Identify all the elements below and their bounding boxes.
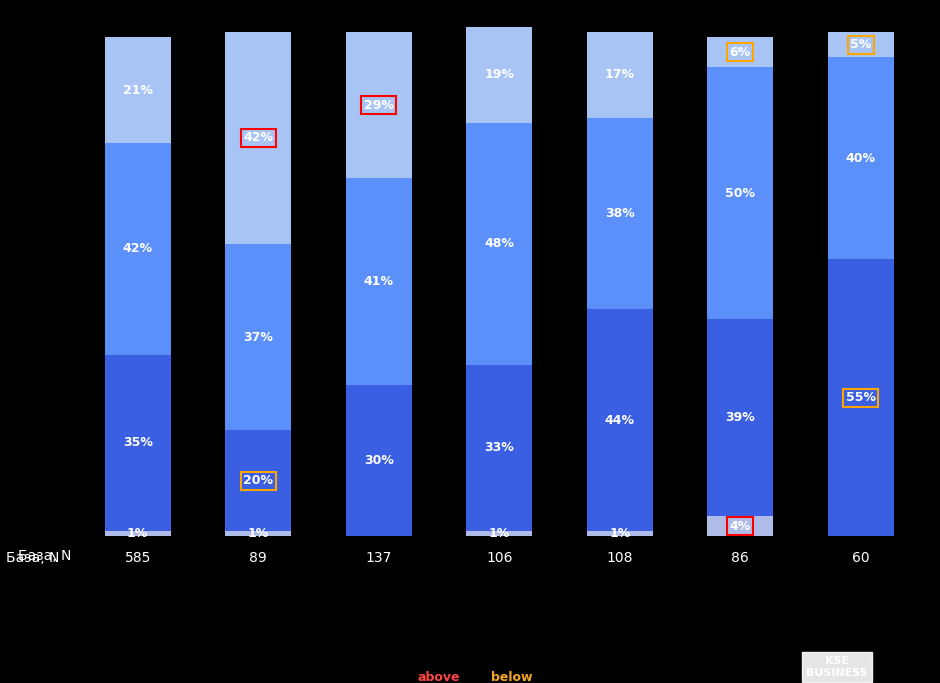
Bar [346,32,412,178]
Text: 585: 585 [124,551,151,566]
Text: 5%: 5% [850,38,871,51]
Bar [225,32,291,244]
Text: 1%: 1% [489,527,509,540]
Text: 38%: 38% [604,207,634,220]
Text: 1%: 1% [247,527,269,540]
Text: 1%: 1% [127,527,149,540]
Text: KSE
BUSINESS: KSE BUSINESS [806,656,868,678]
Text: 40%: 40% [846,152,876,165]
Text: 106: 106 [486,551,512,566]
Bar [225,244,291,430]
Text: below: below [491,671,532,683]
Text: 137: 137 [366,551,392,566]
Bar [827,57,894,259]
Text: 21%: 21% [123,83,152,96]
Text: 4%: 4% [729,520,751,533]
Bar [225,430,291,531]
Text: 60: 60 [852,551,870,566]
Text: 48%: 48% [484,237,514,251]
Bar [104,531,171,536]
Bar [707,320,774,516]
Bar [707,68,774,320]
Bar [827,32,894,57]
Bar [466,531,532,536]
Bar [346,178,412,385]
Text: 42%: 42% [243,132,274,145]
Text: 37%: 37% [243,331,274,344]
Bar [587,309,653,531]
Text: 35%: 35% [123,436,152,449]
Text: База, N: База, N [18,549,71,563]
Text: 55%: 55% [846,391,876,404]
Text: 44%: 44% [604,414,634,427]
Bar [587,32,653,118]
Text: 1%: 1% [609,527,631,540]
Text: 89: 89 [249,551,267,566]
Bar [587,531,653,536]
Text: База, N: База, N [6,551,59,566]
Text: 50%: 50% [726,187,755,200]
Text: 20%: 20% [243,474,274,487]
Text: 19%: 19% [484,68,514,81]
Bar [466,27,532,123]
Bar [707,516,774,536]
Bar [707,37,774,68]
Bar [587,118,653,309]
Bar [104,354,171,531]
Text: 39%: 39% [726,411,755,424]
Text: 17%: 17% [604,68,634,81]
Text: 41%: 41% [364,275,394,288]
Bar [225,531,291,536]
Bar [104,37,171,143]
Text: 30%: 30% [364,454,394,467]
Bar [104,143,171,354]
Text: 33%: 33% [484,441,514,454]
Bar [346,385,412,536]
Text: above: above [417,671,461,683]
Text: 42%: 42% [123,242,152,255]
Bar [827,259,894,536]
Text: 29%: 29% [364,99,394,112]
Bar [466,123,532,365]
Text: 108: 108 [606,551,633,566]
Bar [466,365,532,531]
Text: 6%: 6% [729,46,751,59]
Text: 86: 86 [731,551,749,566]
